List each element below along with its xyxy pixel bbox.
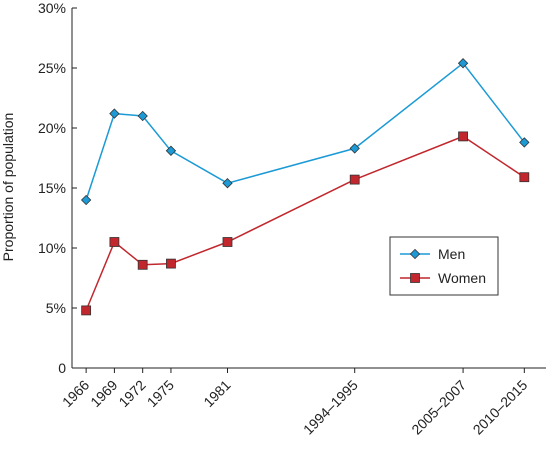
data-point-men [137, 110, 148, 122]
y-tick-label: 25% [38, 60, 66, 76]
y-tick-label: 30% [38, 0, 66, 16]
y-tick-label: 0 [58, 360, 66, 376]
data-point-men [109, 108, 120, 119]
x-tick-label: 1969 [87, 377, 120, 410]
data-point-men [457, 58, 469, 69]
y-tick-label: 10% [38, 240, 66, 256]
legend-box [389, 236, 499, 296]
data-point-men [519, 137, 530, 148]
data-point-women [109, 237, 120, 247]
legend-label-men: Men [438, 246, 465, 262]
legend-label-women: Women [438, 270, 486, 286]
y-axis-title: Proportion of population [0, 113, 16, 262]
data-point-women [81, 305, 92, 316]
legend-marker-women [410, 273, 420, 283]
data-point-men [222, 178, 233, 189]
y-tick-label: 15% [38, 180, 66, 196]
y-tick-label: 5% [46, 300, 66, 316]
y-axis: 0 5% 10% 15% 20% 25% 30% [38, 0, 77, 376]
series-men [80, 58, 530, 206]
data-point-women [519, 172, 530, 183]
data-point-women [458, 131, 468, 142]
legend: Men Women [389, 236, 499, 296]
x-tick-label: 2010–2015 [470, 377, 531, 438]
x-tick-label: 1981 [200, 377, 233, 410]
x-tick-label: 2005–2007 [408, 377, 469, 438]
x-tick-label: 1994–1995 [300, 377, 361, 438]
data-point-women [349, 174, 360, 185]
data-point-women [137, 259, 148, 270]
series-women [81, 131, 530, 316]
series-layer [80, 58, 530, 316]
x-tick-label: 1975 [144, 377, 177, 410]
data-point-men [80, 194, 92, 206]
x-tick-label: 1972 [115, 377, 148, 410]
data-point-women [222, 237, 233, 247]
data-point-men [349, 143, 360, 154]
x-tick-label: 1966 [59, 377, 92, 410]
legend-marker-men [409, 248, 421, 260]
y-tick-label: 20% [38, 120, 66, 136]
data-point-women [166, 258, 176, 269]
data-point-men [165, 145, 177, 156]
